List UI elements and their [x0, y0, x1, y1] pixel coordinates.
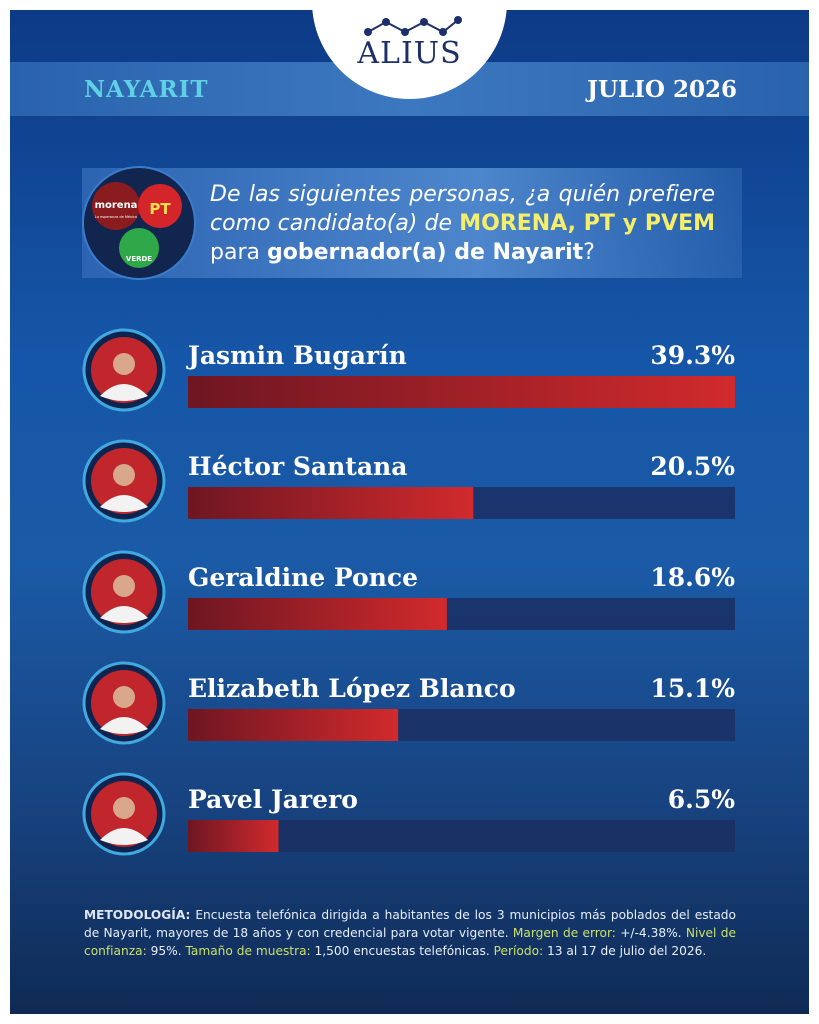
bar: [188, 820, 279, 852]
region: NAYARIT: [84, 76, 209, 103]
methodology-text: 13 al 17 de julio del 2026.: [547, 944, 707, 958]
methodology-label: Tamaño de muestra:: [185, 944, 311, 958]
candidate-name: Pavel Jarero: [188, 785, 358, 814]
candidate-name: Héctor Santana: [188, 452, 407, 481]
bar: [188, 376, 735, 408]
methodology: METODOLOGÍA: Encuesta telefónica dirigid…: [84, 906, 736, 960]
value-label: 18.6%: [650, 563, 735, 592]
date: JULIO 2026: [587, 76, 737, 103]
avatar-body: [100, 495, 148, 512]
candidate-name: Geraldine Ponce: [188, 563, 418, 592]
question: De las siguientes personas, ¿a quién pre…: [210, 180, 715, 267]
avatar-head: [113, 464, 135, 486]
avatar-body: [100, 717, 148, 734]
bar: [188, 487, 474, 519]
methodology-text: +/-4.38%.: [620, 926, 682, 940]
logo-text: ALIUS: [357, 36, 462, 71]
methodology-label: Período:: [493, 944, 544, 958]
methodology-text: 1,500 encuestas telefónicas.: [314, 944, 490, 958]
avatar-body: [100, 606, 148, 623]
methodology-label: Nivel de confianza:: [84, 926, 736, 958]
methodology-text: Encuesta telefónica dirigida a habitante…: [84, 908, 736, 940]
morena-tagline: La esperanza de México: [95, 215, 137, 219]
methodology-label: METODOLOGÍA:: [84, 908, 191, 922]
pt-logo: PT: [149, 200, 171, 218]
bar: [188, 598, 447, 630]
bar-track: [188, 820, 735, 852]
avatar-body: [100, 828, 148, 845]
value-label: 20.5%: [650, 452, 735, 481]
question-office: gobernador(a) de Nayarit: [266, 240, 584, 265]
morena-logo: morena: [95, 200, 138, 211]
methodology-label: Margen de error:: [512, 926, 616, 940]
value-label: 15.1%: [650, 674, 735, 703]
value-label: 39.3%: [650, 341, 735, 370]
candidate-name: Jasmin Bugarín: [186, 341, 407, 370]
bar: [188, 709, 399, 741]
methodology-text: 95%.: [150, 944, 182, 958]
avatar-head: [113, 686, 135, 708]
avatar-body: [100, 384, 148, 401]
value-label: 6.5%: [668, 785, 735, 814]
question-parties: MORENA, PT y PVEM: [459, 211, 715, 236]
avatar-head: [113, 575, 135, 597]
verde-logo: VERDE: [126, 255, 152, 263]
question-text: De las siguientes personas, ¿a quién pre…: [210, 182, 715, 236]
avatar-head: [113, 353, 135, 375]
question-text: ?: [583, 240, 595, 265]
candidate-name: Elizabeth López Blanco: [188, 674, 516, 703]
avatar-head: [113, 797, 135, 819]
question-text: para: [210, 240, 260, 265]
